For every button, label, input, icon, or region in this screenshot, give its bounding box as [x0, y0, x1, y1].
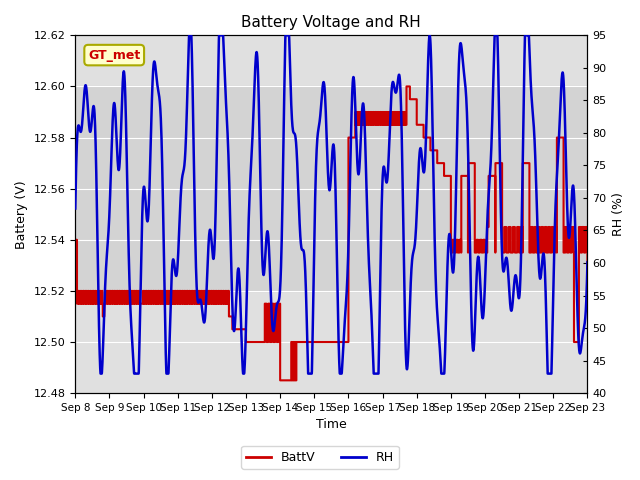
X-axis label: Time: Time [316, 419, 347, 432]
Legend: BattV, RH: BattV, RH [241, 446, 399, 469]
Bar [76, 86, 588, 291]
Y-axis label: Battery (V): Battery (V) [15, 180, 28, 249]
Text: GT_met: GT_met [88, 48, 140, 61]
Y-axis label: RH (%): RH (%) [612, 192, 625, 236]
Title: Battery Voltage and RH: Battery Voltage and RH [241, 15, 421, 30]
